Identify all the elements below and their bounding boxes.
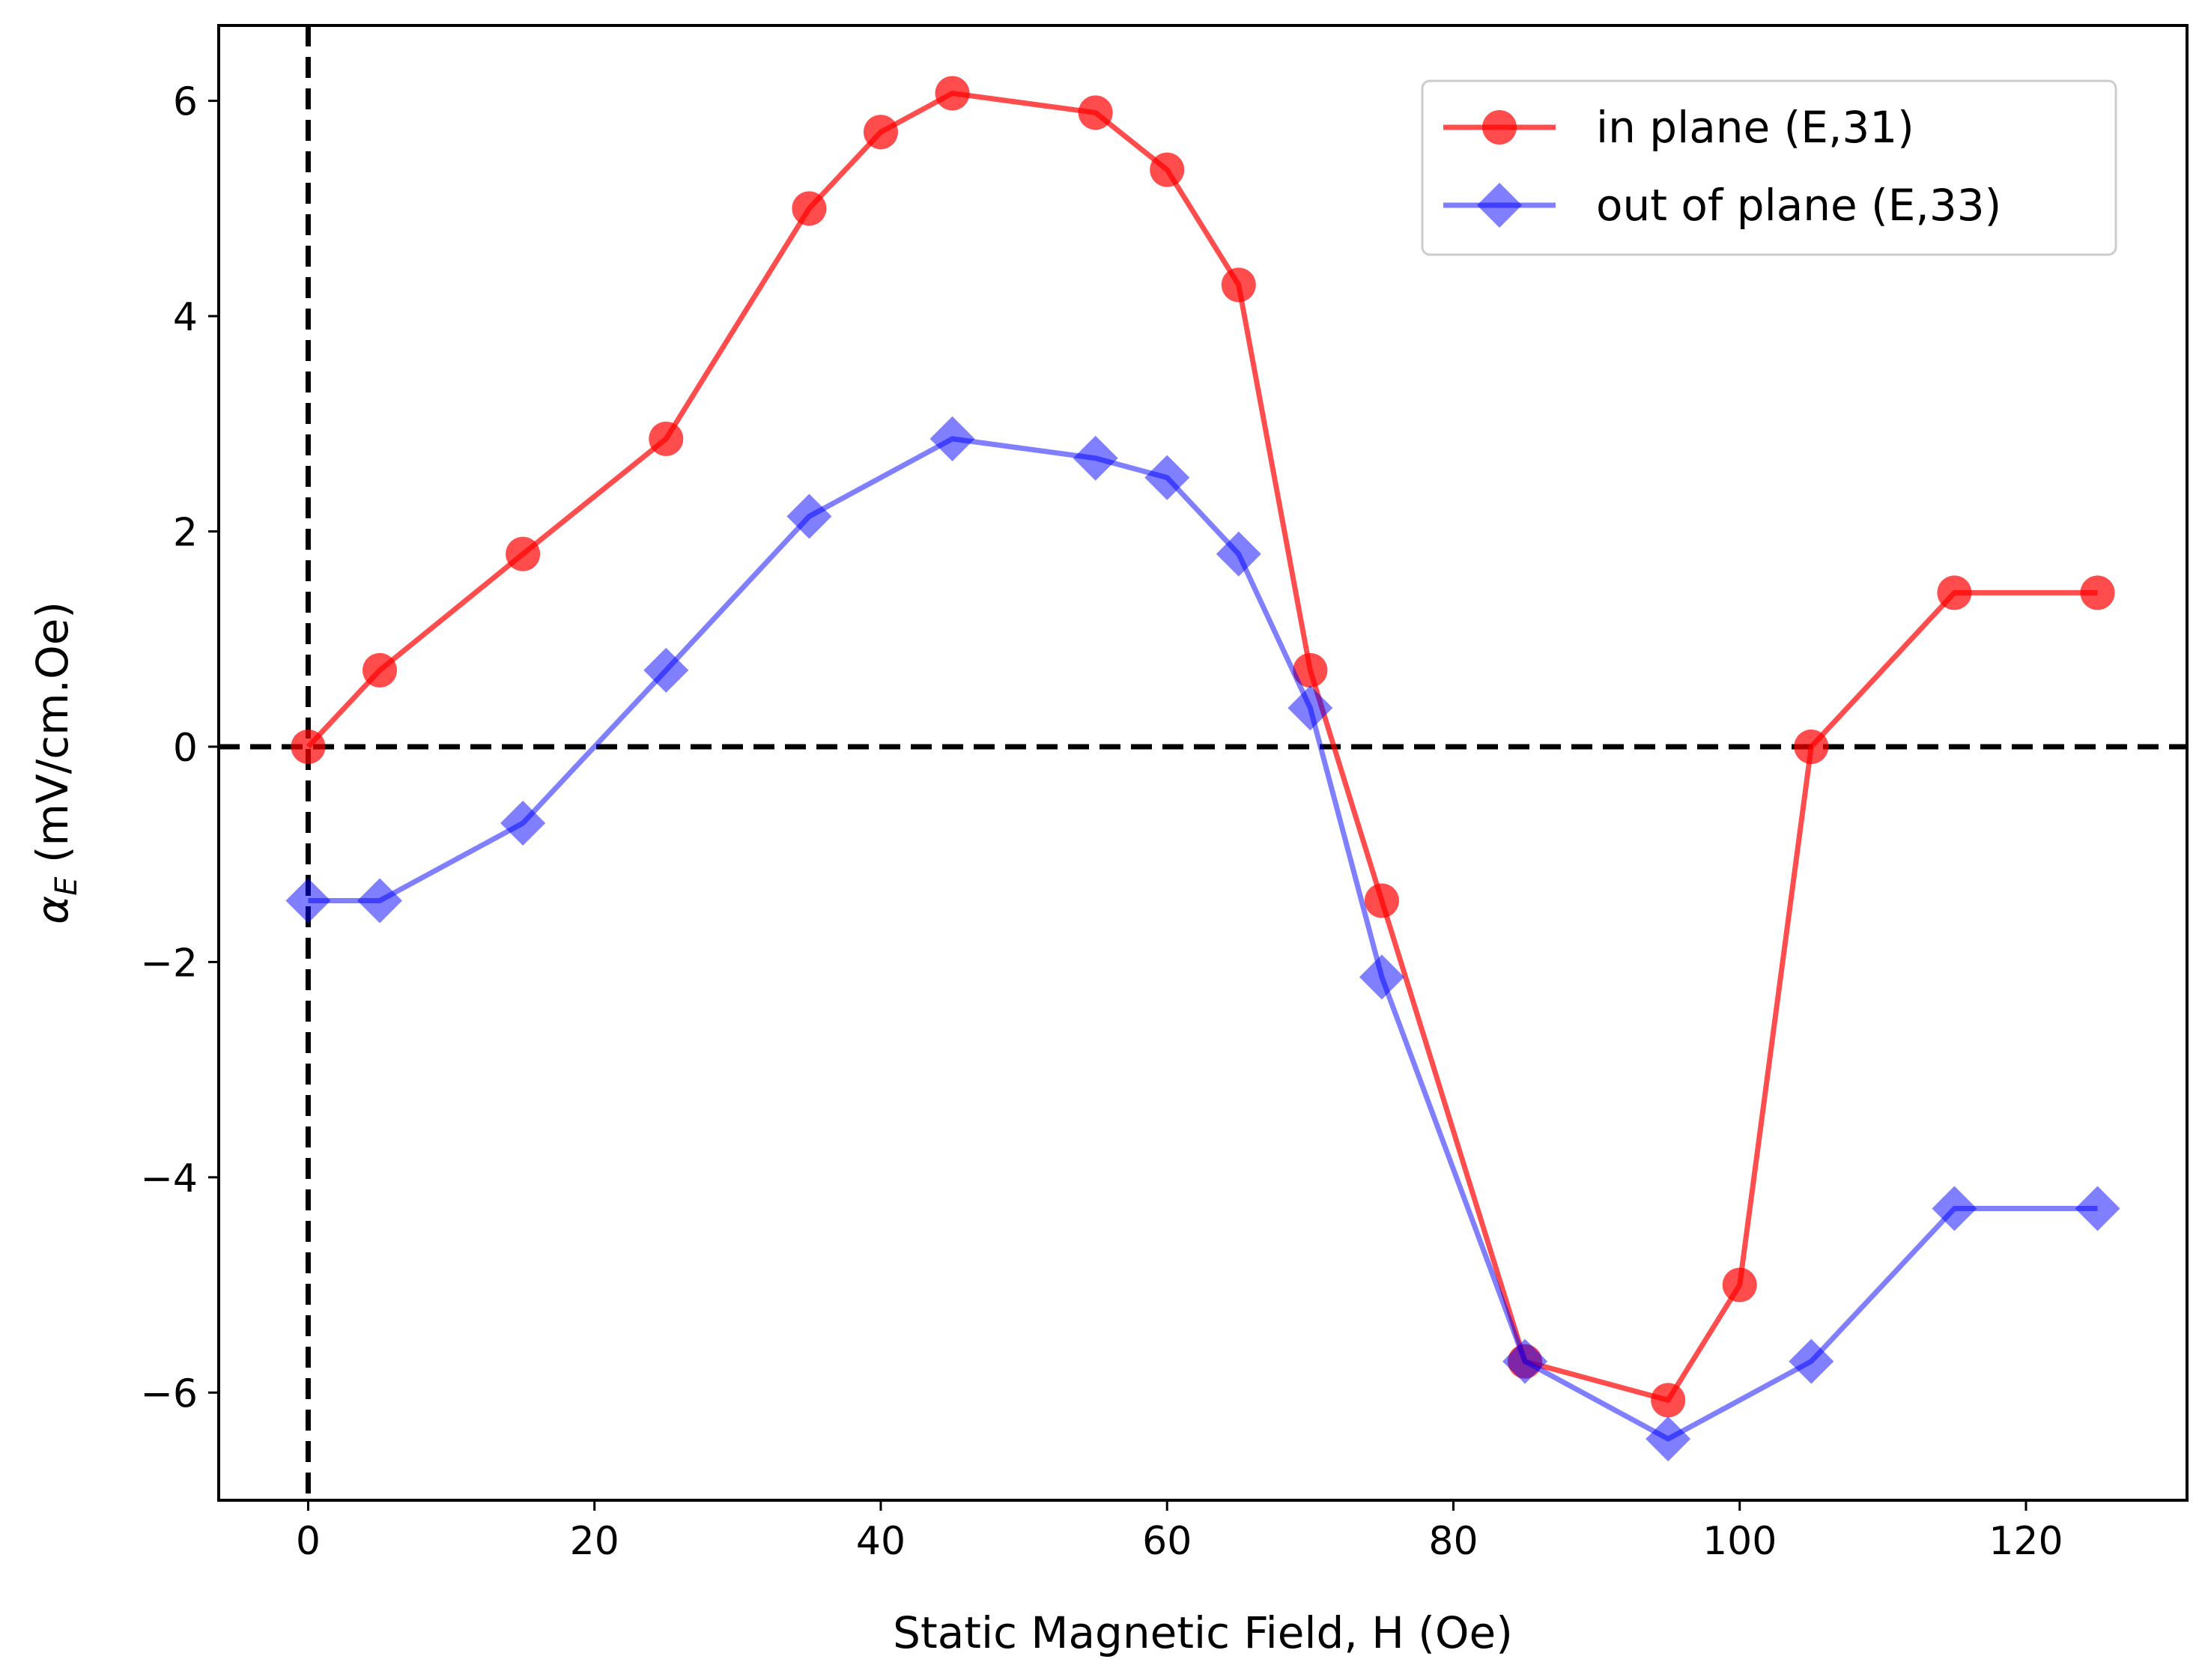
data-point <box>1078 95 1113 130</box>
data-point <box>1364 883 1399 918</box>
series-in-plane <box>291 76 2115 1418</box>
data-point <box>1144 455 1190 500</box>
data-point <box>1216 531 1261 577</box>
data-point <box>1789 1338 1834 1384</box>
data-point <box>792 191 827 226</box>
data-point <box>1221 267 1256 303</box>
legend-label: in plane (E,31) <box>1596 102 1914 153</box>
x-tick-label: 40 <box>856 1519 906 1564</box>
y-axis-label-unit: (mV/cm.Oe) <box>27 601 78 877</box>
data-point <box>863 115 898 150</box>
series-line <box>308 436 2098 1442</box>
data-point <box>1937 575 1972 610</box>
data-point <box>935 76 970 111</box>
legend-marker <box>1477 183 1522 228</box>
data-point <box>643 647 689 693</box>
y-tick-label: −6 <box>140 1371 198 1416</box>
legend-item: in plane (E,31) <box>1443 102 1914 153</box>
x-tick-label: 100 <box>1702 1519 1777 1564</box>
data-point <box>291 729 326 764</box>
legend-box <box>1421 79 2117 256</box>
y-tick-label: −4 <box>140 1156 198 1201</box>
data-point <box>1502 1338 1548 1384</box>
x-tick-label: 80 <box>1428 1519 1478 1564</box>
y-tick-label: 2 <box>173 510 198 555</box>
x-tick-label: 120 <box>1989 1519 2063 1564</box>
y-tick-label: 4 <box>173 295 198 340</box>
data-point <box>649 421 684 456</box>
data-point <box>1651 1383 1686 1418</box>
x-tick-label: 20 <box>570 1519 619 1564</box>
series-out-of-plane <box>285 416 2120 1462</box>
y-axis-label-subscript: E <box>49 876 84 896</box>
data-point <box>2080 575 2115 610</box>
data-point <box>1293 652 1328 688</box>
legend-label: out of plane (E,33) <box>1596 180 2001 231</box>
data-point <box>1073 435 1118 481</box>
data-point <box>2075 1186 2120 1231</box>
y-axis-label-symbol: α <box>27 896 78 924</box>
data-point <box>929 416 975 461</box>
data-point <box>1794 729 1829 764</box>
legend-marker <box>1482 110 1517 145</box>
data-point <box>357 878 403 924</box>
x-tick-label: 0 <box>296 1519 321 1564</box>
legend-item: out of plane (E,33) <box>1443 180 2001 231</box>
data-point <box>285 878 331 924</box>
data-point <box>1646 1416 1691 1462</box>
y-axis-label: αE (mV/cm.Oe) <box>27 601 84 924</box>
axes-frame <box>217 24 2189 1502</box>
x-tick-label: 60 <box>1142 1519 1192 1564</box>
x-axis: 0 20 40 60 80 100 120 <box>296 1500 2063 1564</box>
y-tick-label: −2 <box>140 941 198 986</box>
legend: in plane (E,31) out of plane (E,33) <box>1421 79 2117 256</box>
series-line <box>306 91 2098 1403</box>
data-point <box>1722 1267 1757 1303</box>
data-point <box>363 652 398 688</box>
data-point <box>786 494 832 539</box>
data-point <box>1287 685 1333 731</box>
data-point <box>506 536 541 571</box>
x-axis-label: Static Magnetic Field, H (Oe) <box>893 1607 1513 1658</box>
data-point <box>1359 954 1404 1000</box>
series-layer <box>285 76 2120 1462</box>
y-tick-label: 0 <box>173 726 198 771</box>
data-point <box>1150 152 1185 187</box>
data-point <box>1932 1186 1977 1231</box>
y-tick-label: 6 <box>173 80 198 125</box>
data-point <box>500 800 546 846</box>
y-axis: −6 −4 −2 0 2 4 6 <box>140 80 219 1416</box>
